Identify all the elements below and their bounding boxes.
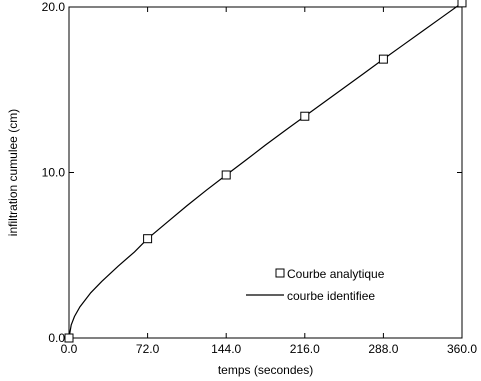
series-line-identifiee xyxy=(68,2,463,339)
series-layer xyxy=(64,0,467,343)
series-marker-analytique xyxy=(300,111,310,121)
ticks xyxy=(68,6,463,339)
plot-frame xyxy=(68,6,463,339)
x-tick-label: 216.0 xyxy=(290,342,320,356)
y-axis-label: infiltration cumulee (cm) xyxy=(6,109,20,236)
y-tick-label: 20.0 xyxy=(42,0,66,14)
series-marker-analytique xyxy=(378,54,388,64)
series-marker-analytique xyxy=(143,234,153,244)
x-tick-label: 72.0 xyxy=(136,342,160,356)
tick-labels: 0.0 72.0 144.0 216.0 288.0 360.0 0.0 10.0 20.0 xyxy=(42,0,478,356)
x-axis-label: temps (secondes) xyxy=(218,363,313,377)
series-marker-analytique xyxy=(64,333,74,343)
x-tick-label: 288.0 xyxy=(368,342,398,356)
legend-label-identifiee: courbe identifiee xyxy=(287,289,375,303)
y-tick-label: 0.0 xyxy=(48,331,65,345)
legend: Courbe analytique courbe identifiee xyxy=(246,267,385,303)
x-tick-label: 360.0 xyxy=(447,342,477,356)
x-tick-label: 0.0 xyxy=(61,342,78,356)
legend-label-analytique: Courbe analytique xyxy=(287,267,385,281)
x-tick-label: 144.0 xyxy=(211,342,241,356)
series-marker-analytique xyxy=(457,0,467,8)
y-tick-label: 10.0 xyxy=(42,166,66,180)
series-marker-analytique xyxy=(221,170,231,180)
legend-marker-analytique xyxy=(275,268,285,278)
